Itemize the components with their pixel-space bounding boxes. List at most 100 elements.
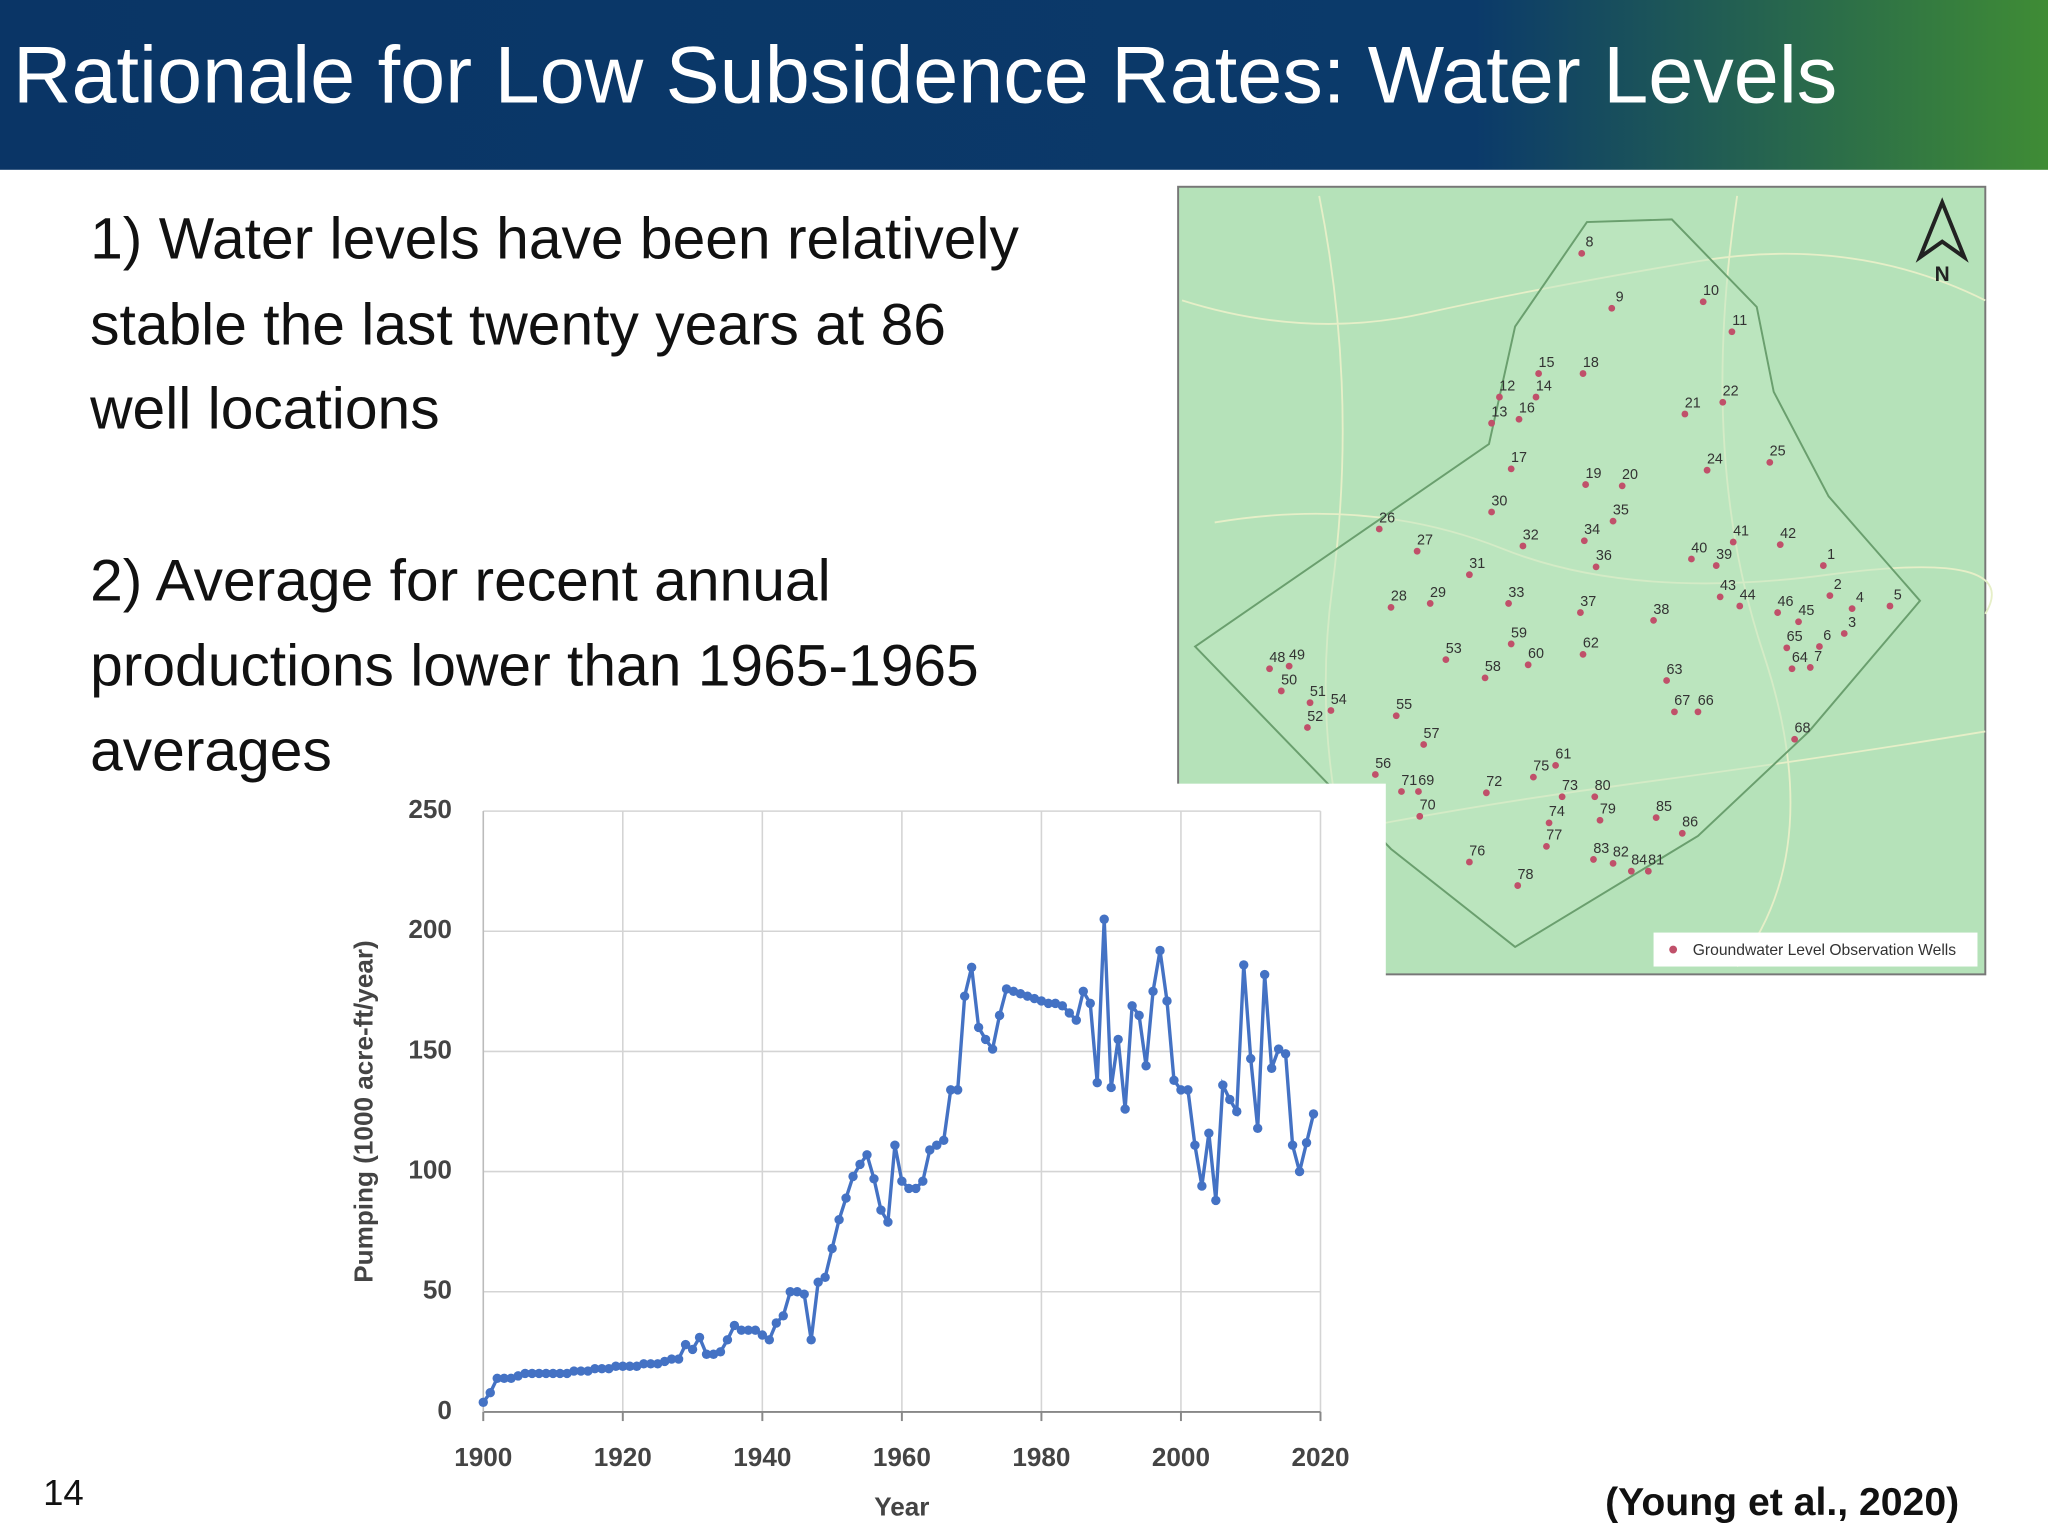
well-marker (1496, 393, 1503, 401)
data-point (1043, 998, 1054, 1009)
well-marker (1442, 656, 1450, 663)
data-point (890, 1140, 900, 1150)
well-marker (1465, 858, 1473, 866)
well-label: 16 (1519, 401, 1535, 417)
well-label: 6 (1823, 628, 1831, 644)
well-label: 1 (1827, 547, 1835, 563)
well-marker (1716, 593, 1724, 601)
data-point (862, 1150, 872, 1160)
data-point (1308, 1109, 1319, 1119)
data-point (715, 1347, 726, 1357)
well-marker (1774, 609, 1782, 616)
well-marker (1596, 816, 1604, 824)
x-tick-label: 1980 (1012, 1442, 1070, 1472)
well-marker (1806, 664, 1814, 671)
well-label: 73 (1562, 778, 1578, 794)
y-tick-label: 100 (408, 1154, 452, 1184)
data-point (1127, 1001, 1137, 1011)
well-marker (1416, 812, 1424, 820)
data-point (952, 1085, 963, 1095)
well-marker (1277, 687, 1285, 695)
data-point (729, 1320, 740, 1331)
data-point (1280, 1049, 1291, 1059)
well-label: 38 (1653, 602, 1669, 618)
well-label: 71 (1401, 773, 1417, 789)
data-point (548, 1368, 558, 1379)
well-label: 64 (1792, 650, 1808, 666)
well-marker (1552, 761, 1559, 769)
slide-title: Rationale for Low Subsidence Rates: Wate… (13, 30, 1837, 120)
well-label: 61 (1555, 747, 1571, 763)
well-marker (1591, 793, 1599, 801)
data-point (1141, 1061, 1151, 1071)
well-marker (1776, 541, 1784, 549)
well-label: 76 (1469, 843, 1485, 859)
well-label: 77 (1546, 828, 1562, 844)
well-label: 43 (1720, 578, 1736, 594)
data-point (771, 1318, 781, 1328)
data-point (1252, 1123, 1263, 1134)
well-label: 11 (1732, 313, 1747, 329)
well-label: 24 (1707, 452, 1723, 468)
bullet-line: 2) Average for recent annual (90, 549, 831, 614)
well-marker (1608, 304, 1616, 312)
well-label: 19 (1585, 466, 1601, 482)
well-marker (1514, 882, 1522, 889)
well-marker (1840, 630, 1848, 637)
well-marker (1671, 708, 1678, 716)
data-point (883, 1217, 893, 1227)
well-label: 17 (1511, 450, 1527, 466)
data-point (1218, 1080, 1228, 1090)
well-label: 31 (1469, 556, 1485, 572)
well-marker (1327, 707, 1335, 714)
well-label: 54 (1331, 692, 1347, 708)
well-label: 42 (1780, 526, 1796, 542)
data-point (897, 1176, 907, 1186)
data-point (1294, 1166, 1305, 1177)
well-marker (1728, 328, 1736, 336)
data-point (1169, 1075, 1179, 1085)
data-point (576, 1366, 586, 1376)
well-label: 36 (1596, 548, 1612, 564)
data-point (1085, 998, 1095, 1009)
well-marker (1650, 617, 1657, 624)
well-marker (1788, 665, 1796, 673)
well-marker (1505, 600, 1512, 607)
data-point (980, 1034, 991, 1045)
data-point (701, 1349, 712, 1359)
well-label: 3 (1848, 615, 1856, 631)
well-label: 44 (1740, 587, 1756, 603)
well-label: 57 (1424, 726, 1440, 742)
well-label: 79 (1600, 802, 1616, 818)
well-label: 86 (1682, 815, 1698, 831)
well-label: 18 (1583, 355, 1599, 371)
well-marker (1582, 481, 1590, 488)
well-label: 66 (1698, 693, 1714, 709)
well-label: 51 (1310, 684, 1326, 700)
well-marker (1387, 603, 1395, 611)
well-label: 20 (1622, 467, 1638, 483)
well-marker (1590, 856, 1597, 863)
well-label: 75 (1533, 758, 1549, 774)
data-point (855, 1159, 865, 1170)
well-label: 39 (1716, 547, 1732, 563)
data-point (806, 1335, 816, 1345)
data-point (694, 1332, 705, 1343)
well-marker (1543, 842, 1550, 850)
data-point (520, 1368, 530, 1379)
data-point (680, 1339, 691, 1350)
y-tick-label: 250 (408, 794, 452, 824)
well-label: 67 (1674, 693, 1690, 709)
data-point (799, 1289, 809, 1299)
bullet-line: productions lower than 1965-1965 (90, 634, 979, 699)
well-marker (1688, 555, 1695, 563)
well-marker (1678, 829, 1686, 837)
well-marker (1524, 661, 1532, 669)
well-marker (1712, 562, 1720, 569)
north-arrow (1915, 197, 1969, 263)
well-label: 63 (1666, 662, 1682, 678)
well-label: 52 (1307, 709, 1323, 725)
well-label: 50 (1281, 672, 1297, 688)
data-point (750, 1325, 761, 1335)
